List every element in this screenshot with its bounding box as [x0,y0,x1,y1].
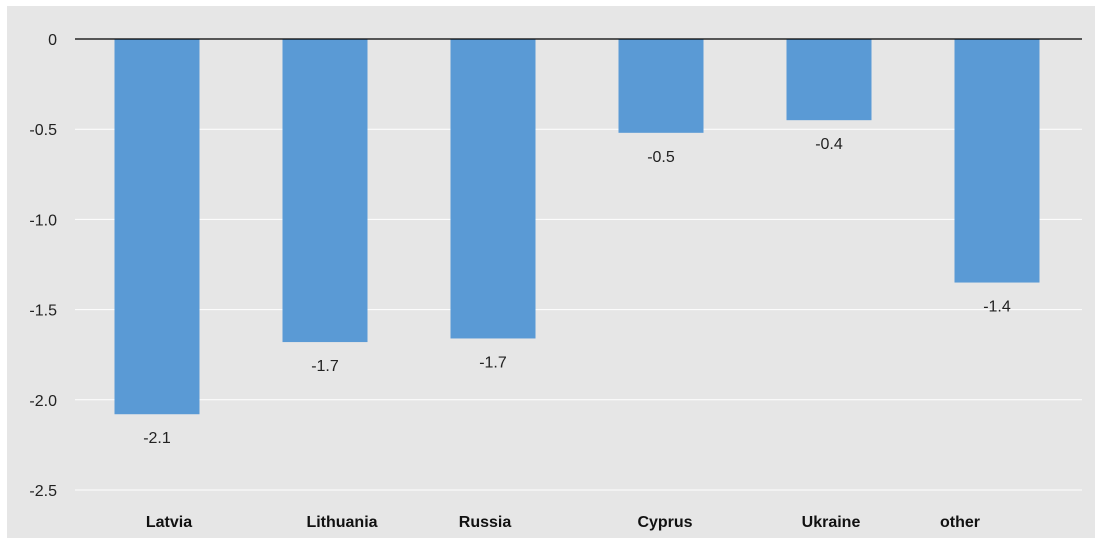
category-label-lithuania: Lithuania [306,514,377,531]
y-tick-label: -2.0 [29,393,57,410]
bar-cyprus [618,39,704,133]
bar-latvia [114,39,200,415]
y-tick-label: 0 [48,32,57,49]
data-label-cyprus: -0.5 [647,149,675,166]
bar-lithuania [282,39,368,343]
category-label-latvia: Latvia [146,514,192,531]
data-label-ukraine: -0.4 [815,136,843,153]
bars [114,39,1040,415]
bar-other [954,39,1040,283]
y-tick-label: -2.5 [29,483,57,500]
bar-ukraine [786,39,872,121]
category-labels: Latvia Lithuania Russia Cyprus Ukraine other [146,514,980,531]
y-axis-tick-labels: 0 -0.5 -1.0 -1.5 -2.0 -2.5 [29,32,57,500]
bar-russia [450,39,536,339]
category-label-ukraine: Ukraine [802,514,861,531]
data-label-latvia: -2.1 [143,430,171,447]
data-label-other: -1.4 [983,299,1011,316]
data-label-lithuania: -1.7 [311,358,339,375]
y-tick-label: -1.0 [29,212,57,229]
data-labels: -2.1 -1.7 -1.7 -0.5 -0.4 -1.4 [143,136,1011,447]
gridlines [75,128,1082,491]
category-label-cyprus: Cyprus [637,514,692,531]
y-tick-label: -0.5 [29,122,57,139]
y-tick-label: -1.5 [29,303,57,320]
data-label-russia: -1.7 [479,354,507,371]
category-label-russia: Russia [459,514,512,531]
category-label-other: other [940,514,980,531]
